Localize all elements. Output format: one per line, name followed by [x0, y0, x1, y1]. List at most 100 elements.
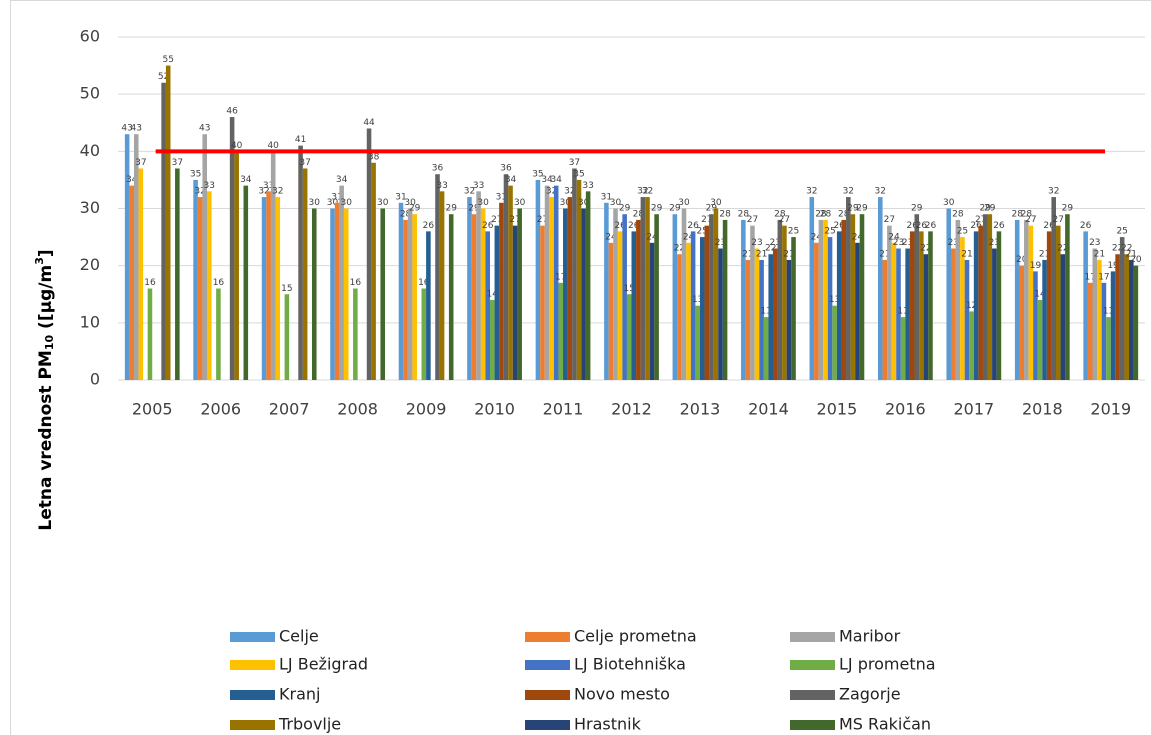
bar: [818, 219, 824, 380]
value-label: 30: [678, 198, 690, 208]
bar: [234, 151, 239, 380]
value-label: 17: [1085, 272, 1096, 282]
value-label: 24: [683, 232, 695, 242]
value-label: 33: [263, 181, 274, 191]
value-label: 29: [468, 204, 480, 214]
bar: [951, 248, 956, 380]
value-label: 32: [806, 187, 817, 197]
bar: [718, 248, 723, 380]
value-label: 24: [811, 232, 823, 242]
value-label: 32: [194, 187, 205, 197]
value-label: 29: [1062, 204, 1074, 214]
bar: [900, 317, 906, 380]
value-label: 32: [546, 187, 557, 197]
value-label: 29: [619, 204, 631, 214]
legend-label: LJ Biotehniška: [574, 655, 686, 674]
bar: [567, 197, 573, 380]
value-label: 30: [377, 198, 389, 208]
value-label: 23: [751, 238, 762, 248]
value-label: 22: [1121, 244, 1132, 254]
value-label: 26: [1043, 221, 1055, 231]
value-label: 13: [829, 295, 840, 305]
bar: [654, 214, 659, 380]
value-label: 28: [774, 209, 786, 219]
x-tick-label: 2013: [680, 400, 721, 419]
bar: [403, 219, 408, 380]
bar: [476, 191, 481, 380]
bar: [467, 197, 472, 380]
value-label: 31: [395, 192, 406, 202]
value-label: 33: [436, 181, 447, 191]
value-label: 22: [1057, 244, 1068, 254]
bar: [339, 185, 344, 380]
value-label: 23: [948, 238, 959, 248]
bar: [553, 185, 559, 380]
legend-swatch: [525, 632, 570, 642]
bar: [1124, 254, 1130, 380]
value-label: 28: [952, 209, 964, 219]
bar: [891, 242, 897, 380]
bar: [270, 151, 276, 380]
value-label: 43: [199, 124, 210, 134]
value-label: 37: [569, 158, 580, 168]
value-label: 29: [445, 204, 457, 214]
value-label: 25: [697, 227, 708, 237]
value-label: 37: [172, 158, 183, 168]
bar: [412, 214, 417, 380]
value-label: 23: [1089, 238, 1100, 248]
bar: [549, 197, 554, 380]
bar: [827, 237, 833, 380]
bar: [905, 248, 910, 380]
bar: [955, 219, 961, 380]
bar: [782, 225, 787, 380]
value-label: 29: [856, 204, 868, 214]
value-label: 32: [258, 187, 269, 197]
value-label: 27: [1053, 215, 1064, 225]
bar: [576, 179, 582, 380]
value-label: 25: [824, 227, 835, 237]
value-label: 16: [144, 278, 156, 288]
legend-label: Trbovlje: [278, 715, 341, 734]
bar: [1119, 237, 1125, 380]
x-tick-label: 2011: [543, 400, 584, 419]
value-label: 40: [231, 141, 243, 151]
bar: [631, 231, 637, 380]
bar: [216, 288, 221, 380]
value-label: 37: [299, 158, 310, 168]
value-label: 25: [788, 227, 799, 237]
value-label: 32: [642, 187, 653, 197]
bar: [759, 259, 764, 380]
value-label: 24: [888, 232, 900, 242]
bar: [645, 197, 650, 380]
bar: [1101, 282, 1107, 380]
bar: [1129, 259, 1134, 380]
x-tick-label: 2016: [885, 400, 926, 419]
value-label: 32: [464, 187, 475, 197]
bar: [435, 174, 440, 380]
value-label: 24: [605, 232, 617, 242]
bar: [626, 294, 632, 380]
legend-label: LJ prometna: [839, 655, 936, 674]
legend-label: Maribor: [839, 627, 901, 646]
value-label: 21: [1094, 249, 1105, 259]
y-label-part: ]: [36, 249, 56, 257]
bar: [1115, 254, 1120, 380]
bar: [841, 219, 847, 380]
bar: [699, 237, 705, 380]
bar: [207, 191, 212, 380]
value-label: 23: [770, 238, 781, 248]
bar: [407, 208, 413, 380]
bar: [763, 317, 769, 380]
bar: [919, 231, 924, 380]
value-label: 31: [496, 192, 507, 202]
value-label: 22: [1112, 244, 1123, 254]
x-tick-label: 2010: [474, 400, 515, 419]
bar: [617, 231, 623, 380]
bar: [1065, 214, 1070, 380]
value-label: 41: [295, 135, 306, 145]
bar: [266, 191, 271, 380]
bar: [695, 305, 700, 380]
value-label: 21: [756, 249, 767, 259]
value-label: 16: [350, 278, 362, 288]
bar: [490, 299, 495, 380]
